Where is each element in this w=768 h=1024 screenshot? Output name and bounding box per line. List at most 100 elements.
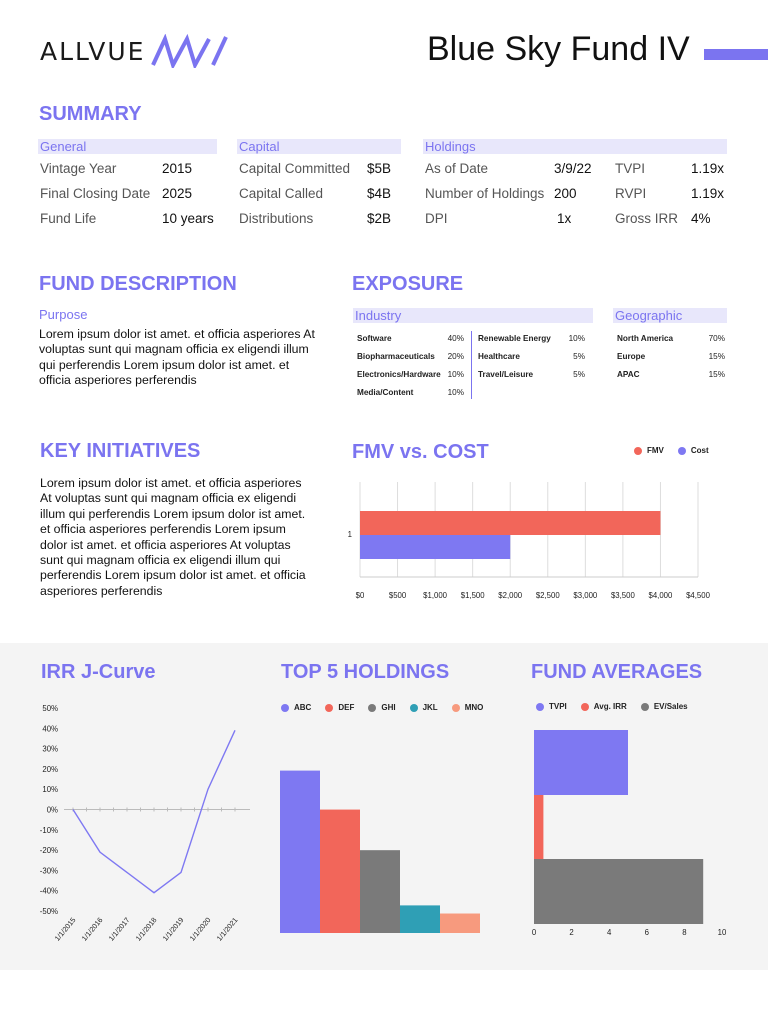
tvpi-label: TVPI: [615, 161, 646, 176]
x-tick-label: $3,000: [573, 591, 598, 600]
top5-title: TOP 5 HOLDINGS: [281, 661, 450, 683]
legend-ev-sales-label: EV/Sales: [653, 702, 688, 711]
desc-line: voluptas sunt qui magnam officia ex elig…: [39, 342, 309, 357]
jkl-dot-icon: [409, 703, 418, 712]
top5-chart: [280, 770, 480, 933]
legend-avg-irr-label: Avg. IRR: [593, 702, 627, 711]
x-tick-label: $0: [356, 591, 365, 600]
industry-value: 5%: [573, 370, 585, 379]
holding-bar-abc: [280, 770, 320, 933]
x-tick-label: 1/1/2019: [161, 916, 186, 943]
x-tick-label: $3,500: [611, 591, 636, 600]
desc-line: Lorem ipsum dolor ist amet. et officia a…: [39, 327, 315, 341]
avg-irr-dot-icon: [580, 702, 589, 711]
x-tick-label: $2,500: [536, 591, 561, 600]
avg-bar-avg-irr: [534, 795, 544, 859]
legend-tvpi-label: TVPI: [549, 702, 567, 711]
industry-value: 40%: [447, 334, 464, 343]
final-closing-value: 2025: [162, 186, 193, 201]
legend-tvpi: TVPI: [536, 702, 567, 711]
allvue-logo: ALLVUE: [40, 34, 229, 68]
as-of-date-value: 3/9/22: [554, 161, 592, 176]
avg-bar-tvpi: [534, 730, 628, 795]
gross-irr-value: 4%: [691, 211, 711, 226]
dpi-value: 1x: [557, 211, 572, 226]
industry-name: Media/Content: [357, 388, 414, 397]
mno-dot-icon: [451, 703, 460, 712]
y-tick-label: -40%: [40, 887, 58, 896]
irr-jcurve-title: IRR J-Curve: [41, 661, 156, 683]
dpi-label: DPI: [425, 211, 448, 226]
gross-irr-label: Gross IRR: [615, 211, 679, 226]
legend-ghi-label: GHI: [381, 703, 396, 712]
industry-value: 20%: [447, 352, 464, 361]
x-tick-label: 1/1/2021: [215, 916, 240, 943]
fund-averages-title: FUND AVERAGES: [531, 661, 703, 683]
industry-value: 10%: [568, 334, 585, 343]
ki-line: Lorem ipsum dolor ist amet. et officia a…: [40, 476, 302, 490]
y-tick-label: 40%: [42, 724, 58, 733]
abc-dot-icon: [281, 703, 289, 712]
legend-avg-irr: Avg. IRR: [580, 702, 627, 711]
ki-line: illum qui perferendis Lorem ipsum dolor …: [40, 506, 306, 521]
geo-value: 15%: [708, 370, 725, 379]
industry-name: Travel/Leisure: [478, 370, 534, 379]
x-tick-label: $2,000: [498, 591, 523, 600]
industry-divider: [471, 331, 472, 399]
legend-ev-sales: EV/Sales: [640, 702, 688, 711]
legend-abc: ABC: [281, 703, 311, 712]
legend-fmv: FMV: [634, 446, 664, 455]
industry-name: Biopharmaceuticals: [357, 352, 435, 361]
fmv-cost-chart: $0 $500 $1,000 $1,500 $2,000 $2,500 $3,000 $3,5…: [348, 482, 711, 600]
purpose-label: Purpose: [39, 307, 88, 322]
tvpi-dot-icon: [536, 702, 544, 711]
desc-line: officia asperiores perferendis: [39, 373, 197, 388]
legend-def: DEF: [325, 703, 354, 712]
def-dot-icon: [325, 703, 334, 712]
fmv-dot-icon: [634, 446, 642, 455]
x-tick-label: 1/1/2015: [53, 916, 78, 943]
capital-called-value: $4B: [367, 186, 392, 201]
irr-line-series: [72, 730, 236, 894]
exposure-title: EXPOSURE: [352, 273, 464, 295]
y-tick-label: 0%: [47, 806, 58, 815]
x-tick-label: 4: [607, 928, 612, 937]
fmv-cost-title: FMV vs. COST: [352, 441, 489, 463]
tvpi-value: 1.19x: [691, 161, 725, 176]
industry-value: 10%: [447, 388, 464, 397]
fund-description-text: Lorem ipsum dolor ist amet. et officia a…: [39, 327, 339, 389]
fund-life-label: Fund Life: [40, 211, 97, 226]
x-tick-label: $4,000: [649, 591, 674, 600]
avg-bar-ev-sales: [534, 859, 704, 924]
x-tick-label: $500: [389, 591, 407, 600]
geo-name: North America: [617, 334, 674, 343]
industry-name: Software: [357, 334, 392, 343]
industry-value: 5%: [573, 352, 585, 361]
legend-cost: Cost: [677, 446, 709, 455]
title-accent-bar: [704, 49, 768, 60]
bar-fmv: [360, 511, 661, 535]
ev-sales-dot-icon: [640, 702, 649, 711]
ki-line: asperiores perferendis: [40, 583, 163, 598]
ki-line: perferendis Lorem ipsum dolor ist amet. …: [40, 568, 306, 583]
holding-bar-mno: [440, 913, 480, 933]
final-closing-label: Final Closing Date: [40, 186, 151, 201]
legend-cost-label: Cost: [690, 446, 709, 455]
number-of-holdings-label: Number of Holdings: [425, 186, 545, 201]
vintage-year-value: 2015: [162, 161, 193, 176]
x-tick-label: 1/1/2016: [80, 916, 105, 943]
y-tick-label: 30%: [42, 745, 58, 754]
geo-value: 15%: [708, 352, 725, 361]
legend-mno-label: MNO: [464, 703, 484, 712]
geo-name: APAC: [617, 370, 640, 379]
ghi-dot-icon: [368, 703, 377, 712]
legend-jkl: JKL: [409, 703, 438, 712]
industry-heading: Industry: [353, 308, 593, 323]
x-tick-label: $4,500: [686, 591, 711, 600]
industry-name: Renewable Energy: [478, 334, 551, 343]
legend-jkl-label: JKL: [422, 703, 438, 712]
as-of-date-label: As of Date: [425, 161, 489, 176]
y-tick-label: -30%: [40, 866, 58, 875]
x-tick-label: $1,500: [461, 591, 486, 600]
x-tick-label: $1,000: [423, 591, 448, 600]
